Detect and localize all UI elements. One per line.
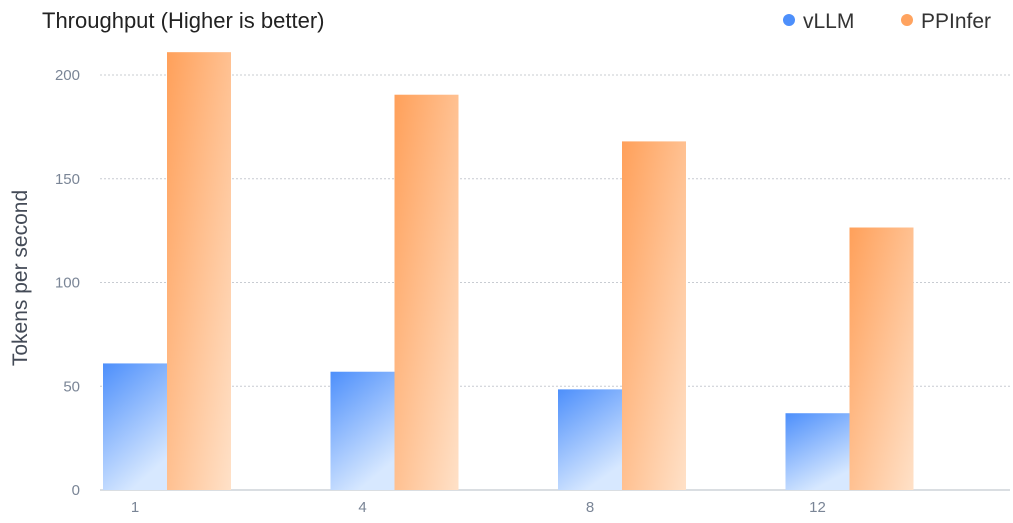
bar-vllm-4 [330, 371, 395, 490]
y-axis-label: Tokens per second [9, 190, 32, 366]
y-tick-label: 150 [55, 171, 80, 188]
y-tick-label: 50 [63, 378, 80, 395]
bar-ppinfer-4 [394, 94, 459, 491]
x-tick-label: 8 [586, 499, 594, 516]
bar-ppinfer-12 [849, 227, 914, 490]
bar-vllm-8 [558, 389, 622, 490]
x-axis-ticks: 1 4 8 12 [131, 499, 826, 516]
legend-label-vllm: vLLM [803, 10, 854, 33]
bar-vllm-12 [785, 413, 850, 490]
bar-vllm-1 [103, 363, 167, 490]
legend-marker-vllm [783, 14, 795, 26]
bars [103, 52, 914, 491]
y-tick-label: 200 [55, 67, 80, 84]
y-tick-label: 0 [72, 482, 80, 499]
legend-marker-ppinfer [901, 14, 913, 26]
x-tick-label: 1 [131, 499, 139, 516]
bar-ppinfer-1 [167, 52, 231, 491]
y-axis-ticks: 0 50 100 150 200 [55, 67, 80, 499]
legend-label-ppinfer: PPInfer [921, 10, 991, 33]
x-tick-label: 12 [809, 499, 826, 516]
chart-title: Throughput (Higher is better) [42, 8, 324, 33]
bar-ppinfer-8 [622, 141, 686, 490]
x-tick-label: 4 [358, 499, 366, 516]
y-tick-label: 100 [55, 275, 80, 292]
legend: vLLM PPInfer [783, 10, 991, 33]
